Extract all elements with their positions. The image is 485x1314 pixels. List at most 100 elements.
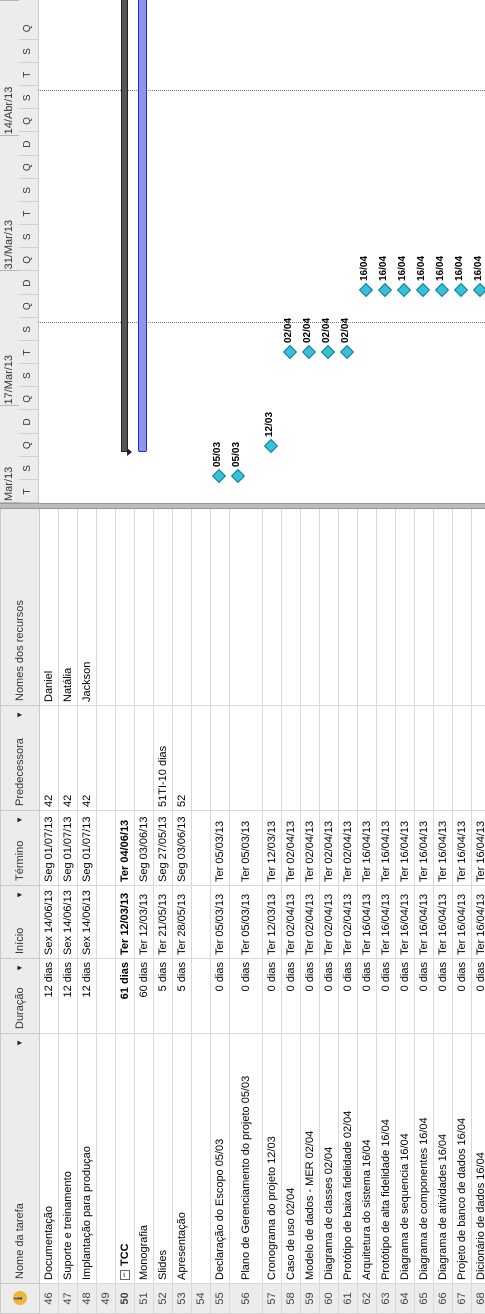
column-header-resources[interactable]: Nomes dos recursos	[0, 508, 40, 706]
duration-cell[interactable]: 0 dias	[229, 958, 263, 1034]
resources-cell[interactable]	[471, 508, 485, 706]
predecessors-cell[interactable]	[96, 705, 116, 811]
dropdown-arrow-icon[interactable]: ▼	[15, 964, 24, 972]
resources-cell[interactable]	[191, 508, 211, 706]
finish-cell[interactable]: Ter 16/04/13	[357, 810, 377, 886]
finish-cell[interactable]: Ter 16/04/13	[452, 810, 472, 886]
column-header-finish[interactable]: Término ▼	[0, 810, 40, 886]
start-cell[interactable]: Ter 16/04/13	[357, 885, 377, 959]
task-name-cell[interactable]: Diagrama de sequencia 16/04	[395, 1033, 415, 1284]
resources-cell[interactable]	[210, 508, 230, 706]
row-id-cell[interactable]: 62	[357, 1283, 377, 1314]
task-name-cell[interactable]: Diagrama de atividades 16/04	[433, 1033, 453, 1284]
predecessors-cell[interactable]	[229, 705, 263, 811]
resources-cell[interactable]	[134, 508, 154, 706]
start-cell[interactable]	[96, 885, 116, 959]
finish-cell[interactable]: Ter 16/04/13	[471, 810, 485, 886]
row-id-cell[interactable]: 59	[300, 1283, 320, 1314]
gantt-chart[interactable]: Mar/1317/Mar/1331/Mar/1314/Abr/1328/Abr/…	[0, 0, 485, 503]
predecessors-cell[interactable]	[471, 705, 485, 811]
finish-cell[interactable]: Ter 02/04/13	[338, 810, 358, 886]
row-id-cell[interactable]: 65	[414, 1283, 434, 1314]
table-row[interactable]: 49	[96, 508, 116, 1314]
start-cell[interactable]: Ter 12/03/13	[115, 885, 135, 959]
milestone-diamond[interactable]	[211, 468, 227, 484]
finish-cell[interactable]: Ter 02/04/13	[300, 810, 320, 886]
row-id-cell[interactable]: 53	[172, 1283, 192, 1314]
row-id-cell[interactable]: 47	[58, 1283, 78, 1314]
row-id-cell[interactable]: 48	[77, 1283, 97, 1314]
summary-bar-end-icon[interactable]	[127, 448, 132, 456]
duration-cell[interactable]: 0 dias	[300, 958, 320, 1034]
info-column-header[interactable]: i	[0, 1283, 40, 1314]
start-cell[interactable]: Sex 14/06/13	[39, 885, 59, 959]
duration-cell[interactable]: 0 dias	[281, 958, 301, 1034]
table-row[interactable]: 64 Diagrama de sequencia 16/04 0 dias Ter 1…	[395, 508, 415, 1314]
start-cell[interactable]	[191, 885, 211, 959]
duration-cell[interactable]: 61 dias	[115, 958, 135, 1034]
predecessors-cell[interactable]	[262, 705, 282, 811]
resources-cell[interactable]	[357, 508, 377, 706]
finish-cell[interactable]: Ter 16/04/13	[433, 810, 453, 886]
predecessors-cell[interactable]	[281, 705, 301, 811]
start-cell[interactable]: Ter 16/04/13	[452, 885, 472, 959]
duration-cell[interactable]: 5 dias	[153, 958, 173, 1034]
finish-cell[interactable]: Ter 12/03/13	[262, 810, 282, 886]
duration-cell[interactable]: 0 dias	[338, 958, 358, 1034]
milestone-diamond[interactable]	[434, 282, 450, 298]
start-cell[interactable]: Sex 14/06/13	[77, 885, 97, 959]
resources-cell[interactable]	[262, 508, 282, 706]
row-id-cell[interactable]: 57	[262, 1283, 282, 1314]
start-cell[interactable]: Ter 16/04/13	[395, 885, 415, 959]
task-name-cell[interactable]: Slides	[153, 1033, 173, 1284]
resources-cell[interactable]	[452, 508, 472, 706]
duration-cell[interactable]	[96, 958, 116, 1034]
task-name-cell[interactable]	[191, 1033, 211, 1284]
task-name-cell[interactable]: Monografia	[134, 1033, 154, 1284]
table-row[interactable]: 56 Plano de Gerenciamento do projeto 05/0…	[229, 508, 263, 1314]
summary-bar-tcc[interactable]	[121, 0, 128, 452]
duration-cell[interactable]: 12 dias	[39, 958, 59, 1034]
table-row[interactable]: 53 Apresentação 5 dias Ter 28/05/13 Seg 03/0…	[172, 508, 192, 1314]
row-id-cell[interactable]: 51	[134, 1283, 154, 1314]
task-name-cell[interactable]: Protótipo de baixa fidelidade 02/04	[338, 1033, 358, 1284]
predecessors-cell[interactable]	[376, 705, 396, 811]
table-row[interactable]: 61 Protótipo de baixa fidelidade 02/04 0 d…	[338, 508, 358, 1314]
finish-cell[interactable]: Seg 01/07/13	[77, 810, 97, 886]
resources-cell[interactable]	[300, 508, 320, 706]
dropdown-arrow-icon[interactable]: ▼	[15, 711, 24, 719]
milestone-diamond[interactable]	[415, 282, 431, 298]
finish-cell[interactable]: Seg 01/07/13	[58, 810, 78, 886]
predecessors-cell[interactable]	[300, 705, 320, 811]
duration-cell[interactable]: 0 dias	[262, 958, 282, 1034]
resources-cell[interactable]: Daniel	[39, 508, 59, 706]
predecessors-cell[interactable]	[452, 705, 472, 811]
start-cell[interactable]: Ter 16/04/13	[433, 885, 453, 959]
row-id-cell[interactable]: 66	[433, 1283, 453, 1314]
milestone-diamond[interactable]	[320, 344, 336, 360]
finish-cell[interactable]	[96, 810, 116, 886]
resources-cell[interactable]	[433, 508, 453, 706]
milestone-diamond[interactable]	[472, 282, 485, 298]
start-cell[interactable]: Ter 02/04/13	[338, 885, 358, 959]
task-name-cell[interactable]: − TCC	[115, 1033, 135, 1284]
milestone-diamond[interactable]	[339, 344, 355, 360]
table-row[interactable]: 57 Cronograma do projeto 12/03 0 dias Ter 1…	[262, 508, 282, 1314]
start-cell[interactable]: Ter 16/04/13	[414, 885, 434, 959]
table-row[interactable]: 65 Diagrama de componentes 16/04 0 dias Ter…	[414, 508, 434, 1314]
start-cell[interactable]: Ter 02/04/13	[300, 885, 320, 959]
duration-cell[interactable]: 0 dias	[452, 958, 472, 1034]
table-row[interactable]: 46 Documentação 12 dias Sex 14/06/13 Seg 01/…	[39, 508, 59, 1314]
finish-cell[interactable]: Ter 02/04/13	[319, 810, 339, 886]
resources-cell[interactable]	[281, 508, 301, 706]
dropdown-arrow-icon[interactable]: ▼	[15, 816, 24, 824]
resources-cell[interactable]	[153, 508, 173, 706]
duration-cell[interactable]: 0 dias	[414, 958, 434, 1034]
task-name-cell[interactable]: Projeto de banco de dados 16/04	[452, 1033, 472, 1284]
predecessors-cell[interactable]	[319, 705, 339, 811]
table-row[interactable]: 47 Suporte e treinamento 12 dias Sex 14/06/…	[58, 508, 78, 1314]
table-row[interactable]: 51 Monografia 60 dias Ter 12/03/13 Seg 03/06…	[134, 508, 154, 1314]
start-cell[interactable]: Ter 16/04/13	[471, 885, 485, 959]
milestone-diamond[interactable]	[396, 282, 412, 298]
view-splitter[interactable]	[0, 503, 485, 509]
